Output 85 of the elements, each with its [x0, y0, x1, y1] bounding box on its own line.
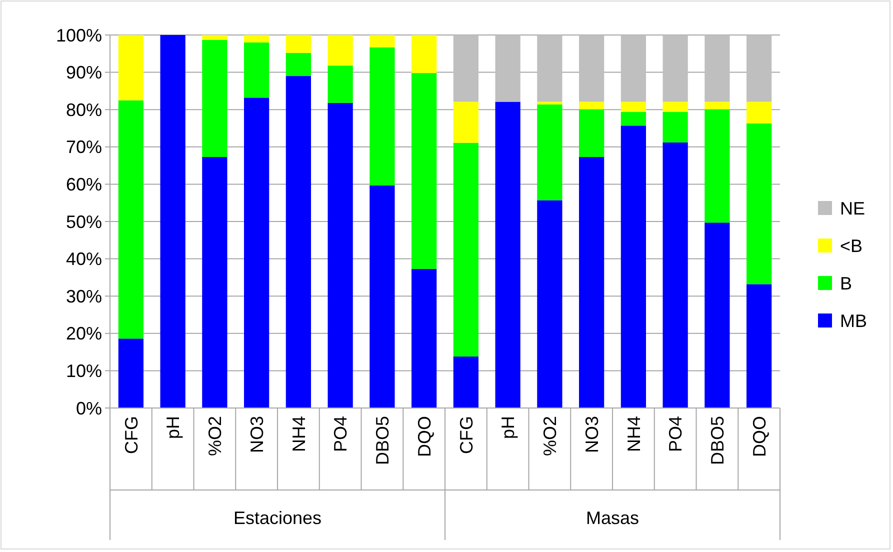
bar — [537, 35, 562, 102]
bar — [537, 104, 562, 200]
bar — [620, 126, 646, 408]
x-tick-label: pH — [163, 416, 184, 440]
x-tick-label: DBO5 — [372, 416, 392, 466]
bar — [579, 102, 604, 110]
x-tick-label: DBO5 — [707, 416, 728, 466]
bar — [579, 156, 604, 408]
y-tick-label: 30% — [66, 286, 102, 306]
legend-label: MB — [840, 310, 867, 331]
legend-label: NE — [840, 198, 866, 218]
bar — [370, 35, 395, 48]
bar — [746, 284, 772, 408]
x-tick-label: %O2 — [204, 416, 225, 456]
bar — [704, 109, 730, 223]
bar — [328, 102, 353, 408]
bar — [328, 66, 353, 103]
bar — [495, 35, 520, 102]
y-tick-label: 10% — [66, 361, 102, 381]
bar — [118, 35, 144, 100]
bar — [370, 47, 395, 186]
x-tick-label: CFG — [456, 416, 476, 454]
bar — [453, 142, 478, 357]
bar — [370, 185, 395, 408]
y-tick-label: 100% — [56, 25, 102, 46]
x-tick-label: PO4 — [330, 416, 351, 452]
bar — [495, 102, 520, 408]
bar — [620, 102, 646, 112]
bar — [620, 112, 646, 126]
text: Estaciones — [233, 508, 322, 528]
bar — [202, 156, 228, 408]
bar — [328, 35, 353, 66]
x-tick-label: pH — [498, 416, 518, 440]
bar — [453, 356, 478, 408]
x-tick-label: %O2 — [540, 416, 560, 456]
bar — [579, 35, 604, 102]
bar — [453, 102, 478, 143]
x-tick-label: DQO — [414, 416, 434, 458]
bar — [746, 123, 772, 284]
bar — [286, 76, 311, 408]
legend-label: <B — [840, 236, 863, 256]
bar — [746, 102, 772, 124]
bar — [202, 35, 228, 40]
bar — [537, 102, 562, 104]
bar — [704, 102, 730, 110]
bar — [412, 268, 437, 408]
bar — [662, 112, 688, 142]
bar — [704, 222, 730, 408]
y-tick-label: 80% — [66, 100, 102, 120]
bar — [412, 73, 437, 269]
bar — [286, 35, 311, 53]
bar — [746, 35, 772, 102]
x-tick-label: PO4 — [666, 416, 686, 452]
bar — [412, 35, 437, 74]
y-tick-label: 20% — [66, 324, 102, 344]
y-tick-label: 90% — [66, 62, 102, 83]
bar — [118, 100, 144, 339]
bar — [662, 142, 688, 408]
y-tick-label: 70% — [66, 137, 102, 158]
bar — [244, 42, 270, 98]
bar — [662, 102, 688, 112]
bar — [537, 200, 562, 408]
bar — [244, 98, 270, 408]
x-tick-label: NH4 — [288, 416, 309, 452]
bar — [662, 35, 688, 102]
x-tick-label: DQO — [749, 416, 770, 458]
bar — [453, 35, 478, 102]
y-tick-label: 40% — [66, 249, 102, 270]
bar — [244, 35, 270, 42]
x-tick-label: NO3 — [582, 416, 602, 454]
x-tick-label: NO3 — [246, 416, 267, 454]
bar — [704, 35, 730, 102]
legend-label: B — [840, 273, 852, 294]
bar — [118, 338, 144, 408]
bar — [620, 35, 646, 102]
y-tick-label: 50% — [66, 212, 102, 232]
bar — [160, 35, 186, 408]
bar — [579, 109, 604, 157]
bar — [202, 40, 228, 157]
text: Masas — [586, 508, 640, 528]
y-tick-label: 60% — [66, 174, 102, 194]
x-tick-label: NH4 — [624, 416, 644, 452]
y-tick-label: 0% — [76, 398, 102, 418]
bar — [286, 52, 311, 76]
x-tick-label: CFG — [121, 416, 142, 454]
